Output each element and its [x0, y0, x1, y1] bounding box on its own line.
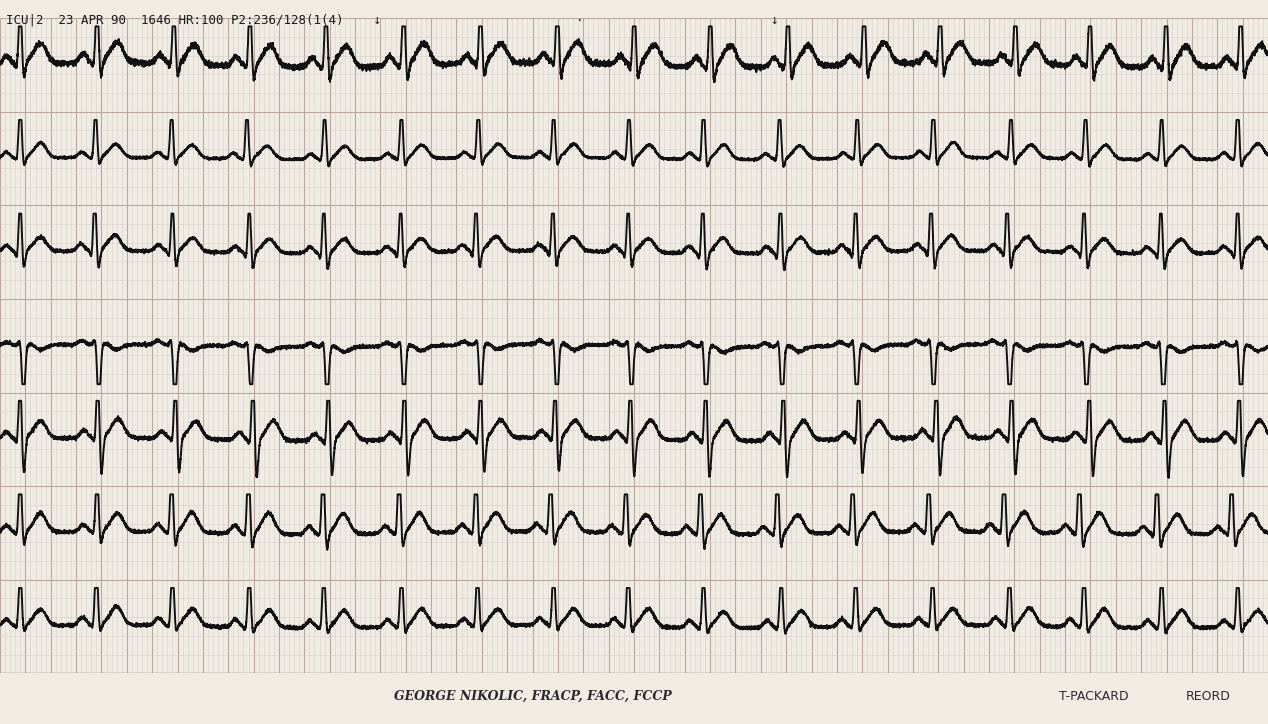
- Text: GEORGE NIKOLIC, FRACP, FACC, FCCP: GEORGE NIKOLIC, FRACP, FACC, FCCP: [393, 690, 672, 703]
- Text: REORD: REORD: [1186, 690, 1230, 703]
- Text: T-PACKARD: T-PACKARD: [1059, 690, 1129, 703]
- Text: ICU|2  23 APR 90  1646 HR:100 P2:236/128(1(4)    ↓                          ·   : ICU|2 23 APR 90 1646 HR:100 P2:236/128(1…: [6, 13, 779, 26]
